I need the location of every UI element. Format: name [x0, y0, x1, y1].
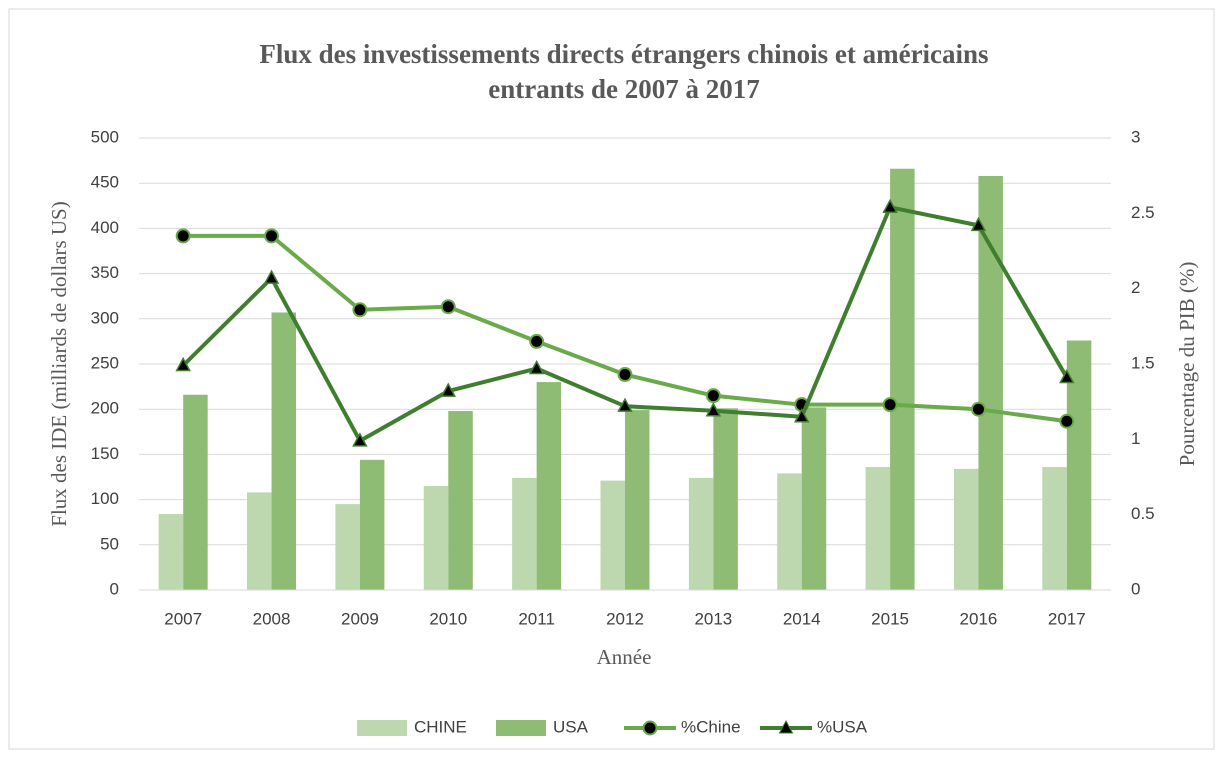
line-marker — [528, 359, 545, 375]
bar — [865, 467, 891, 590]
y-tick-label: 100 — [91, 489, 119, 508]
x-tick-label: 2015 — [871, 609, 909, 628]
bar — [271, 312, 297, 590]
x-tick-label: 2013 — [694, 609, 732, 628]
bar — [359, 459, 385, 590]
chart-title: entrants de 2007 à 2017 — [488, 74, 760, 104]
line-marker — [440, 299, 456, 315]
bar — [335, 504, 360, 590]
line-marker — [352, 302, 368, 318]
y2-tick-label: 1.5 — [1131, 353, 1155, 372]
line-marker — [882, 198, 898, 214]
line-marker — [440, 382, 457, 397]
chart-frame — [8, 8, 1215, 750]
bar — [801, 407, 827, 590]
y-tick-label: 350 — [91, 263, 119, 282]
y-tick-label: 200 — [91, 399, 119, 418]
line-marker — [263, 269, 280, 284]
y2-tick-label: 2.5 — [1131, 203, 1155, 222]
y-tick-label: 50 — [100, 534, 119, 553]
x-tick-label: 2014 — [783, 609, 821, 628]
bar — [1042, 467, 1067, 590]
line-marker — [617, 367, 633, 383]
y2-tick-label: 3 — [1131, 127, 1140, 146]
bar — [448, 411, 473, 590]
bar — [688, 477, 714, 590]
y2-tick-label: 0 — [1131, 579, 1140, 598]
x-tick-label: 2011 — [518, 609, 555, 628]
y2-axis-title: Pourcentage du PIB (%) — [1175, 262, 1199, 467]
x-tick-label: 2007 — [164, 609, 202, 628]
line-marker — [793, 408, 810, 423]
bar — [536, 382, 562, 590]
line-marker — [175, 228, 191, 244]
bar — [777, 473, 802, 590]
legend-label: %Chine — [681, 717, 741, 736]
line-marker — [529, 333, 545, 349]
bar — [600, 480, 625, 590]
legend-label: %USA — [817, 717, 868, 736]
line-marker — [705, 388, 721, 404]
y-tick-label: 150 — [91, 444, 119, 463]
line-marker — [970, 401, 986, 417]
bar — [713, 408, 738, 590]
bar — [183, 394, 208, 590]
legend-marker — [642, 720, 658, 736]
y-tick-label: 450 — [91, 173, 119, 192]
x-tick-label: 2017 — [1048, 609, 1086, 628]
bar — [890, 168, 915, 590]
y2-tick-label: 0.5 — [1131, 504, 1155, 523]
bar — [512, 477, 537, 590]
bar — [978, 175, 1003, 590]
bar — [158, 514, 184, 590]
y-axis-title: Flux des IDE (milliards de dollars US) — [47, 201, 71, 526]
y2-tick-label: 2 — [1131, 278, 1140, 297]
chart-title: Flux des investissements directs étrange… — [259, 39, 988, 69]
y-tick-label: 250 — [91, 353, 119, 372]
line-marker — [617, 397, 633, 412]
legend-label: USA — [553, 717, 589, 736]
line-marker — [175, 356, 191, 372]
y2-tick-label: 1 — [1131, 429, 1140, 448]
x-tick-label: 2009 — [341, 609, 379, 628]
legend-label: CHINE — [414, 717, 467, 736]
line-marker — [1059, 368, 1075, 384]
line-marker — [705, 402, 722, 417]
line-marker — [882, 397, 898, 413]
line-marker — [352, 432, 368, 447]
legend-swatch — [496, 720, 546, 736]
bar — [423, 486, 449, 590]
y-tick-label: 0 — [110, 579, 119, 598]
x-tick-label: 2016 — [960, 609, 998, 628]
y-tick-label: 500 — [91, 127, 119, 146]
x-axis-title: Année — [597, 645, 652, 669]
x-tick-label: 2008 — [253, 609, 291, 628]
y-tick-label: 400 — [91, 218, 119, 237]
x-tick-label: 2010 — [429, 609, 467, 628]
line-marker — [1059, 413, 1075, 429]
line-marker — [970, 216, 987, 232]
line-marker — [264, 228, 280, 244]
bar — [625, 410, 650, 590]
y-tick-label: 300 — [91, 308, 119, 327]
legend-marker — [778, 719, 794, 734]
bar — [953, 468, 979, 590]
legend-swatch — [357, 720, 407, 736]
bar — [247, 492, 272, 590]
x-tick-label: 2012 — [606, 609, 644, 628]
